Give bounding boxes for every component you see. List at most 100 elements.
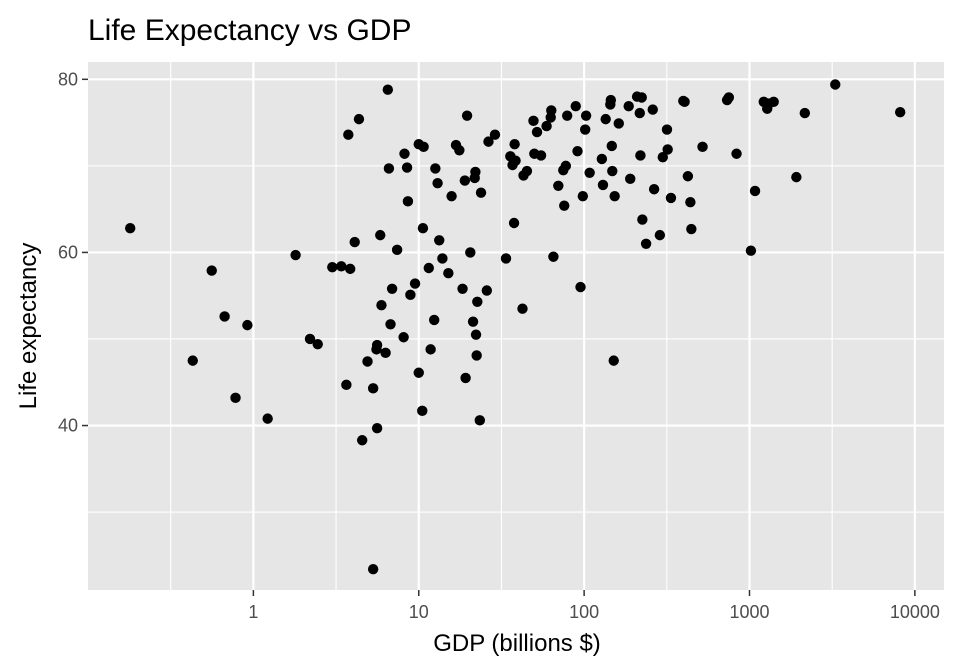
data-point <box>647 104 658 115</box>
data-point <box>409 278 421 289</box>
data-point <box>606 140 617 152</box>
data-point <box>417 405 428 417</box>
data-point <box>457 283 468 294</box>
data-point <box>531 126 543 138</box>
data-point <box>625 173 636 185</box>
data-point <box>290 249 301 261</box>
data-point <box>336 261 347 272</box>
data-point <box>679 96 690 108</box>
data-point <box>731 148 742 159</box>
data-point <box>608 355 619 366</box>
data-point <box>230 392 241 404</box>
y-tick-label: 60 <box>58 242 78 262</box>
data-point <box>391 244 403 256</box>
data-point <box>304 333 316 345</box>
data-point <box>830 79 841 90</box>
data-point <box>401 162 413 173</box>
data-point <box>417 222 429 234</box>
data-point <box>597 179 609 191</box>
data-point <box>634 107 645 119</box>
y-axis-title: Life expectancy <box>15 243 42 410</box>
data-point <box>443 268 454 279</box>
y-tick-label: 80 <box>58 69 78 89</box>
data-point <box>517 303 528 314</box>
data-point <box>465 247 476 258</box>
data-point <box>483 136 494 147</box>
data-point <box>472 296 483 307</box>
data-point <box>799 107 811 119</box>
data-point <box>474 415 486 426</box>
data-point <box>723 92 735 103</box>
data-point <box>682 171 694 182</box>
y-axis: 40 60 80 <box>58 69 88 436</box>
data-point <box>745 245 757 256</box>
data-point <box>418 141 429 153</box>
data-point <box>399 148 410 159</box>
data-point <box>312 338 323 350</box>
data-point <box>600 113 611 125</box>
data-point <box>367 564 379 575</box>
data-point <box>541 120 552 132</box>
plot-panel <box>88 62 944 590</box>
data-point <box>535 150 547 161</box>
data-point <box>375 229 386 241</box>
data-point <box>376 300 387 311</box>
data-point <box>685 197 696 208</box>
data-point <box>572 145 583 157</box>
data-point <box>242 319 253 331</box>
data-point <box>657 152 668 163</box>
data-point <box>371 339 383 351</box>
data-point <box>219 311 230 322</box>
data-point <box>461 110 473 121</box>
data-point <box>654 229 666 241</box>
data-point <box>430 163 441 174</box>
data-point <box>362 356 373 367</box>
data-point <box>413 367 424 378</box>
data-point <box>894 107 906 118</box>
x-tick-label: 1 <box>248 602 258 622</box>
y-tick-label: 40 <box>58 416 78 436</box>
data-point <box>791 171 802 183</box>
data-point <box>327 261 338 273</box>
data-point <box>371 422 383 434</box>
data-point <box>467 316 479 327</box>
data-point <box>575 281 586 293</box>
data-point <box>429 314 440 326</box>
data-point <box>262 413 273 424</box>
x-tick-label: 10 <box>409 602 429 622</box>
data-point <box>382 84 394 95</box>
data-point <box>446 190 457 202</box>
data-point <box>356 435 368 446</box>
data-point <box>405 289 416 301</box>
data-point <box>500 253 512 264</box>
data-point <box>187 355 198 366</box>
data-point <box>206 265 217 276</box>
data-point <box>423 262 434 274</box>
data-point <box>560 160 572 172</box>
data-point <box>546 105 557 116</box>
data-point <box>481 285 493 296</box>
data-point <box>425 344 436 355</box>
data-point <box>459 175 471 186</box>
data-point <box>697 141 708 153</box>
data-point <box>570 100 581 112</box>
data-point <box>635 150 646 161</box>
data-point <box>432 177 443 189</box>
data-point <box>768 96 779 108</box>
data-points <box>125 79 906 575</box>
data-point <box>662 144 673 155</box>
data-point <box>636 92 647 103</box>
data-point <box>577 190 589 202</box>
data-point <box>605 94 617 106</box>
data-point <box>521 165 533 177</box>
data-point <box>509 139 520 150</box>
data-point <box>380 347 391 359</box>
data-point <box>596 153 608 165</box>
data-point <box>434 235 445 246</box>
data-point <box>398 332 409 343</box>
data-point <box>489 129 501 140</box>
x-axis: 1 10 100 1000 10000 <box>248 590 940 622</box>
data-point <box>553 180 564 191</box>
data-point <box>454 145 465 156</box>
